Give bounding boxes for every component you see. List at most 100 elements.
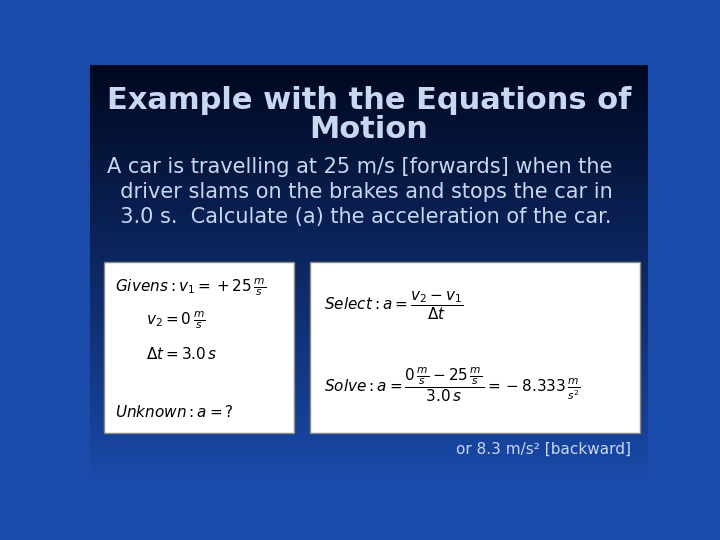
Bar (90, 260, 648, 265)
Bar (90, 431, 648, 435)
Bar (90, 210, 648, 214)
Bar (90, 136, 648, 140)
Bar (90, 140, 648, 144)
Bar (90, 131, 648, 136)
Bar (90, 368, 648, 373)
Bar (90, 356, 648, 360)
Bar (90, 327, 648, 331)
Bar (90, 85, 648, 90)
Text: 3.0 s.  Calculate (a) the acceleration of the car.: 3.0 s. Calculate (a) the acceleration of… (107, 207, 611, 227)
Bar (90, 127, 648, 131)
Bar (90, 389, 648, 393)
Bar (90, 185, 648, 190)
Bar (90, 339, 648, 343)
Bar (90, 219, 648, 223)
Text: $Solve: a = \dfrac{0\,\frac{m}{s} - 25\,\frac{m}{s}}{3.0\,s} = -8.333\,\frac{m}{: $Solve: a = \dfrac{0\,\frac{m}{s} - 25\,… (324, 366, 581, 404)
Bar (90, 248, 648, 252)
Bar (90, 73, 648, 77)
Text: $Unknown: a = ?$: $Unknown: a = ?$ (115, 404, 234, 420)
Bar (90, 360, 648, 364)
Bar (90, 302, 648, 306)
Bar (90, 427, 648, 431)
Bar (90, 422, 648, 427)
FancyBboxPatch shape (310, 262, 639, 433)
Bar (90, 206, 648, 210)
Bar (90, 364, 648, 368)
Bar (90, 160, 648, 165)
Text: $Givens: v_1 = +25\,\frac{m}{s}$: $Givens: v_1 = +25\,\frac{m}{s}$ (115, 276, 266, 298)
Bar (90, 202, 648, 206)
Bar (90, 194, 648, 198)
Bar (90, 373, 648, 377)
Bar (90, 156, 648, 160)
Bar (90, 310, 648, 314)
Bar (90, 472, 648, 476)
Bar (90, 223, 648, 227)
Bar (90, 82, 648, 85)
Bar (90, 447, 648, 451)
Bar (90, 177, 648, 181)
Bar (90, 476, 648, 481)
Text: $\Delta t = 3.0\,s$: $\Delta t = 3.0\,s$ (145, 346, 217, 362)
Bar (90, 123, 648, 127)
Bar (90, 277, 648, 281)
Bar (90, 231, 648, 235)
Bar (90, 402, 648, 406)
Bar (90, 306, 648, 310)
Text: Example with the Equations of: Example with the Equations of (107, 86, 631, 114)
Bar (90, 281, 648, 285)
Bar (90, 343, 648, 348)
Bar (90, 144, 648, 148)
Bar (90, 111, 648, 114)
Bar (90, 198, 648, 202)
Bar (90, 414, 648, 418)
Bar (90, 119, 648, 123)
Bar (90, 451, 648, 456)
FancyBboxPatch shape (104, 262, 294, 433)
Bar (90, 294, 648, 298)
Bar (90, 268, 648, 273)
Bar (90, 335, 648, 339)
Bar (90, 94, 648, 98)
Bar (90, 331, 648, 335)
Bar (90, 252, 648, 256)
Bar (90, 418, 648, 422)
Bar (90, 456, 648, 460)
Text: $Select: a = \dfrac{v_2 - v_1}{\Delta t}$: $Select: a = \dfrac{v_2 - v_1}{\Delta t}… (324, 290, 464, 322)
Bar (90, 443, 648, 447)
Bar (90, 256, 648, 260)
Bar (90, 348, 648, 352)
Text: $v_2 = 0\,\frac{m}{s}$: $v_2 = 0\,\frac{m}{s}$ (145, 310, 205, 331)
Bar (90, 468, 648, 472)
Bar (90, 181, 648, 185)
Bar (90, 381, 648, 385)
Bar (90, 190, 648, 194)
Bar (90, 397, 648, 402)
Text: A car is travelling at 25 m/s [forwards] when the: A car is travelling at 25 m/s [forwards]… (107, 157, 612, 177)
Bar (90, 393, 648, 397)
Bar (90, 289, 648, 294)
Bar (90, 227, 648, 231)
Bar (90, 406, 648, 410)
Bar (90, 464, 648, 468)
Bar (90, 114, 648, 119)
Bar (90, 439, 648, 443)
Bar (90, 173, 648, 177)
Bar (90, 165, 648, 168)
Bar (90, 168, 648, 173)
Bar (90, 106, 648, 111)
Bar (90, 410, 648, 414)
Bar (90, 352, 648, 356)
Bar (90, 77, 648, 82)
Bar (90, 460, 648, 464)
Bar (90, 98, 648, 102)
Bar (90, 102, 648, 106)
Bar (90, 214, 648, 219)
Bar (90, 65, 648, 69)
Bar (90, 298, 648, 302)
Text: or 8.3 m/s² [backward]: or 8.3 m/s² [backward] (456, 442, 631, 457)
Bar (90, 244, 648, 248)
Bar (90, 314, 648, 319)
Bar (90, 235, 648, 239)
Bar (90, 90, 648, 94)
